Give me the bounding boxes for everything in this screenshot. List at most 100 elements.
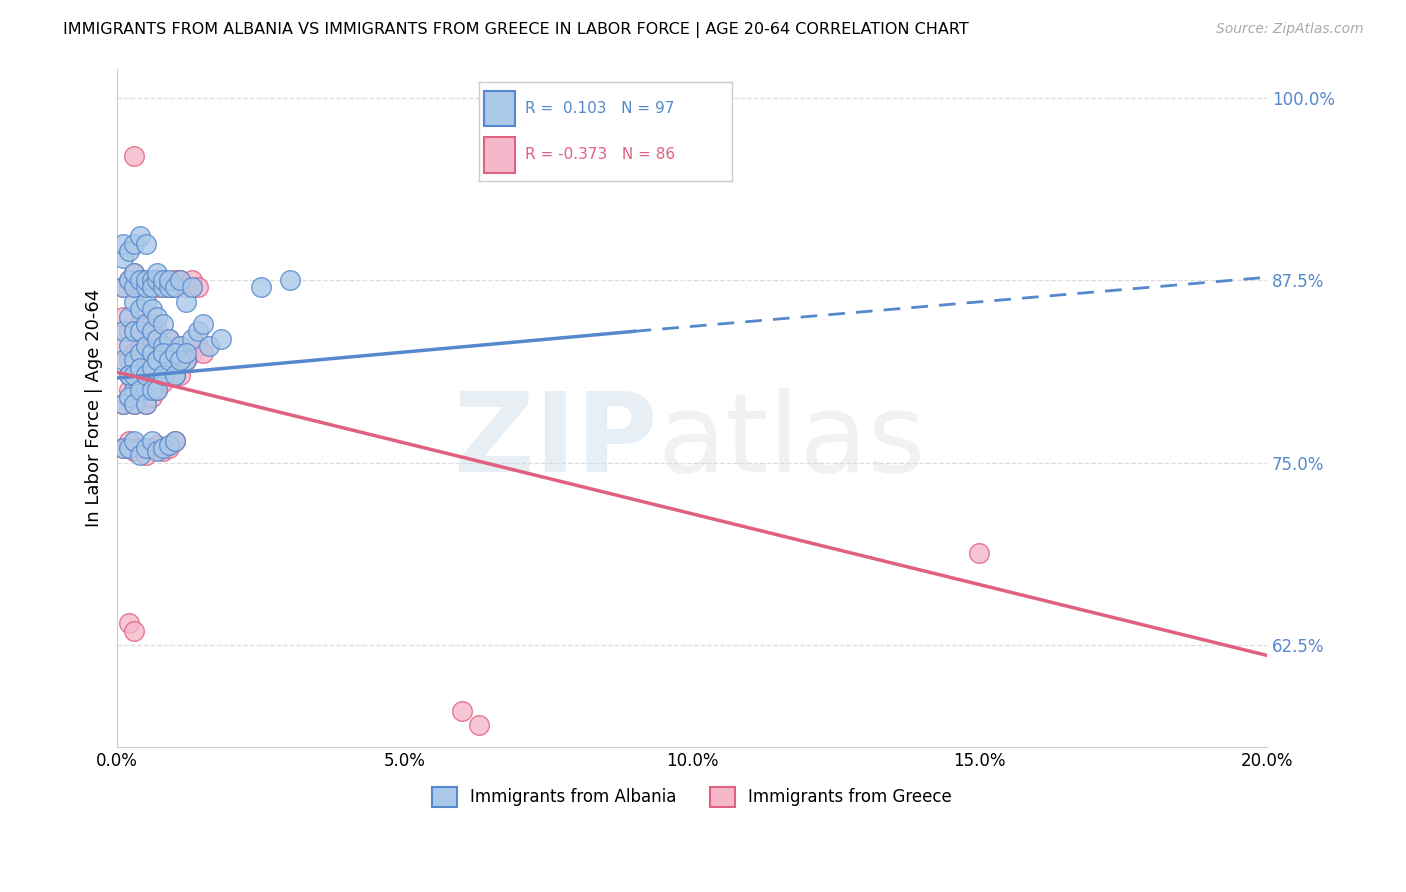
Point [146, 346, 169, 360]
Point [468, 718, 491, 732]
Point [157, 353, 180, 368]
Point [111, 441, 134, 455]
Point [187, 280, 209, 294]
Point [152, 360, 174, 375]
Point [163, 273, 186, 287]
Point [146, 324, 169, 338]
Point [135, 295, 157, 310]
Point [152, 368, 174, 382]
Point [141, 280, 163, 294]
Point [169, 339, 191, 353]
Point [146, 383, 169, 397]
Point [146, 438, 169, 452]
Point [135, 273, 157, 287]
Point [129, 449, 152, 463]
Point [181, 273, 204, 287]
Point [169, 273, 191, 287]
Point [169, 339, 191, 353]
Point [152, 273, 174, 287]
Point [129, 368, 152, 382]
Point [141, 324, 163, 338]
Point [135, 273, 157, 287]
Point [157, 368, 180, 382]
Point [124, 149, 146, 163]
Point [141, 434, 163, 448]
Point [187, 339, 209, 353]
Point [163, 280, 186, 294]
Point [141, 273, 163, 287]
Point [111, 339, 134, 353]
Point [193, 317, 215, 331]
Point [152, 280, 174, 294]
Point [111, 236, 134, 251]
Point [129, 302, 152, 317]
Point [129, 360, 152, 375]
Point [174, 353, 197, 368]
Point [193, 346, 215, 360]
Point [118, 368, 141, 382]
Point [124, 376, 146, 390]
Text: atlas: atlas [658, 388, 927, 495]
Point [181, 332, 204, 346]
Point [174, 295, 197, 310]
Point [169, 273, 191, 287]
Point [129, 229, 152, 244]
Point [118, 383, 141, 397]
Point [135, 339, 157, 353]
Point [141, 273, 163, 287]
Point [141, 302, 163, 317]
Legend: Immigrants from Albania, Immigrants from Greece: Immigrants from Albania, Immigrants from… [425, 780, 959, 814]
Point [146, 310, 169, 324]
Point [129, 390, 152, 404]
Point [163, 368, 186, 382]
Point [129, 360, 152, 375]
Y-axis label: In Labor Force | Age 20-64: In Labor Force | Age 20-64 [86, 289, 103, 527]
Point [141, 346, 163, 360]
Point [163, 360, 186, 375]
Point [157, 438, 180, 452]
Point [124, 295, 146, 310]
Point [124, 397, 146, 411]
Point [146, 360, 169, 375]
Point [152, 441, 174, 455]
Point [124, 266, 146, 280]
Point [163, 368, 186, 382]
Point [174, 280, 197, 294]
Point [111, 441, 134, 455]
Point [135, 360, 157, 375]
Point [124, 324, 146, 338]
Point [146, 266, 169, 280]
Point [152, 280, 174, 294]
Point [124, 346, 146, 360]
Point [118, 390, 141, 404]
Point [124, 236, 146, 251]
Point [135, 346, 157, 360]
Point [152, 444, 174, 458]
Point [146, 273, 169, 287]
Point [169, 368, 191, 382]
Point [118, 434, 141, 448]
Point [141, 390, 163, 404]
Point [124, 280, 146, 294]
Point [118, 244, 141, 258]
Point [124, 280, 146, 294]
Point [141, 360, 163, 375]
Point [111, 280, 134, 294]
Point [135, 449, 157, 463]
Point [118, 273, 141, 287]
Point [163, 434, 186, 448]
Point [129, 280, 152, 294]
Point [118, 368, 141, 382]
Point [124, 353, 146, 368]
Point [152, 376, 174, 390]
Point [135, 324, 157, 338]
Point [152, 360, 174, 375]
Point [118, 310, 141, 324]
Point [124, 368, 146, 382]
Point [141, 441, 163, 455]
Point [129, 441, 152, 455]
Point [135, 236, 157, 251]
Point [174, 353, 197, 368]
Point [124, 444, 146, 458]
Text: Source: ZipAtlas.com: Source: ZipAtlas.com [1216, 22, 1364, 37]
